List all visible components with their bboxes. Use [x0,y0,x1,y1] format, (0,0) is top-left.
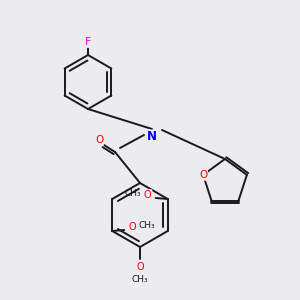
Text: O: O [199,170,207,180]
Text: CH₃: CH₃ [139,220,156,230]
Text: O: O [95,135,103,145]
Text: F: F [85,37,91,47]
Text: O: O [128,222,136,232]
Text: CH₃: CH₃ [124,188,141,197]
Text: N: N [147,130,157,143]
Text: O: O [144,190,152,200]
Text: O: O [136,262,144,272]
Text: CH₃: CH₃ [132,274,148,284]
